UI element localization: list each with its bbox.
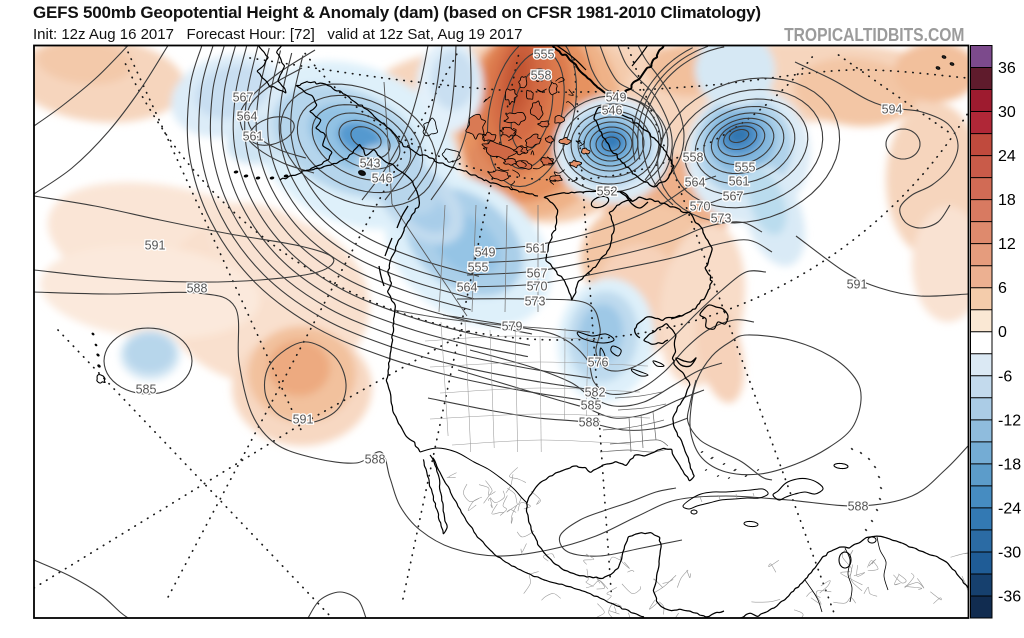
svg-text:570: 570 [690,200,711,214]
svg-text:549: 549 [475,246,496,260]
svg-text:0: 0 [998,324,1007,341]
svg-text:6: 6 [998,280,1007,297]
svg-text:-18: -18 [998,456,1021,473]
svg-text:567: 567 [723,190,744,204]
svg-text:588: 588 [365,453,386,467]
svg-text:555: 555 [534,48,555,62]
svg-text:585: 585 [136,383,157,397]
svg-text:564: 564 [685,176,706,190]
svg-text:564: 564 [237,110,258,124]
svg-text:12: 12 [998,236,1016,253]
svg-text:570: 570 [527,280,548,294]
svg-text:591: 591 [847,278,868,292]
svg-text:564: 564 [457,281,478,295]
svg-text:-36: -36 [998,589,1021,606]
svg-text:573: 573 [711,212,732,226]
svg-text:558: 558 [531,69,552,83]
svg-text:588: 588 [579,416,600,430]
svg-text:555: 555 [468,261,489,275]
svg-text:573: 573 [525,295,546,309]
svg-text:-6: -6 [998,368,1012,385]
svg-text:561: 561 [729,175,750,189]
svg-text:582: 582 [585,386,606,400]
svg-text:543: 543 [360,157,381,171]
svg-text:30: 30 [998,104,1016,121]
svg-text:558: 558 [683,151,704,165]
svg-text:555: 555 [735,161,756,175]
svg-text:-24: -24 [998,500,1021,517]
svg-text:588: 588 [187,282,208,296]
svg-text:594: 594 [882,103,903,117]
svg-text:567: 567 [527,267,548,281]
svg-text:591: 591 [145,239,166,253]
svg-text:24: 24 [998,148,1016,165]
svg-text:561: 561 [526,242,547,256]
svg-text:36: 36 [998,60,1016,77]
svg-text:549: 549 [606,91,627,105]
svg-text:-30: -30 [998,544,1021,561]
svg-text:591: 591 [293,413,314,427]
svg-text:585: 585 [581,399,602,413]
svg-text:588: 588 [848,500,869,514]
svg-text:-12: -12 [998,412,1021,429]
svg-text:546: 546 [372,172,393,186]
svg-text:576: 576 [588,356,609,370]
svg-text:567: 567 [233,91,254,105]
svg-text:18: 18 [998,192,1016,209]
svg-text:561: 561 [243,130,264,144]
svg-text:552: 552 [597,185,618,199]
svg-text:579: 579 [502,320,523,334]
svg-text:546: 546 [602,104,623,118]
